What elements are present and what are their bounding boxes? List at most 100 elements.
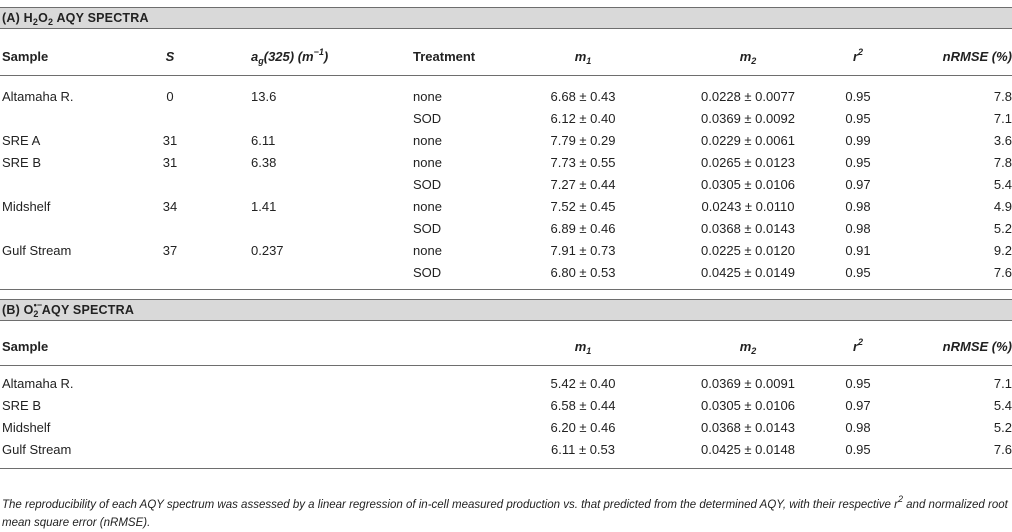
cell-m1: 6.20 ± 0.46 [550,420,616,435]
cell-treatment: SOD [413,177,442,192]
header-ag-rest: (325) (m [263,49,314,64]
header-b-m1: m1 [520,336,646,358]
cell-s: 31 [162,155,178,170]
header-b-r2-main: r [852,339,859,354]
header-ag-sub: g [258,56,264,66]
cell-r2: 0.95 [845,89,871,104]
cell-m1: 6.80 ± 0.53 [550,265,616,280]
cell-nrmse: 7.8 [993,155,1012,170]
footnote-text-1: The reproducibility of each AQY spectrum… [2,499,898,511]
cell-m2: 0.0369 ± 0.0091 [701,376,795,391]
cell-m2: 0.0228 ± 0.0077 [701,89,795,104]
cell-m2: 0.0243 ± 0.0110 [701,199,795,214]
cell-nrmse: 5.4 [993,398,1012,413]
section-a-header-row: Sample S ag(325) (m−1) Treatment m1 m2 r… [0,46,1012,68]
cell-sample: Altamaha R. [2,376,74,391]
header-m2-main: m [739,49,752,64]
cell-m2: 0.0265 ± 0.0123 [701,155,795,170]
table-row: Altamaha R. 0 13.6 none 6.68 ± 0.43 0.0228 ± … [0,86,1012,108]
header-r2-main: r [852,49,859,64]
cell-m2: 0.0305 ± 0.0106 [701,398,795,413]
cell-treatment: none [413,89,442,104]
cell-s: 37 [162,243,178,258]
cell-treatment: SOD [413,265,442,280]
footnote-sup: 2 [897,494,903,504]
cell-m1: 7.79 ± 0.29 [550,133,616,148]
cell-r2: 0.95 [845,376,871,391]
cell-ag325: 6.38 [251,155,277,170]
cell-sample: Gulf Stream [2,442,72,457]
table-row: SRE B 6.58 ± 0.44 0.0305 ± 0.0106 0.97 5.4 [0,395,1012,417]
table-row: Midshelf 34 1.41 none 7.52 ± 0.45 0.0243 ± 0.… [0,196,1012,218]
header-b-m1-main: m [574,339,587,354]
cell-m2: 0.0425 ± 0.0148 [701,442,795,457]
header-m1-sub: 1 [586,56,592,66]
header-sample: Sample [2,49,49,64]
cell-r2: 0.95 [845,265,871,280]
cell-nrmse: 7.1 [993,111,1012,126]
cell-nrmse: 5.2 [993,420,1012,435]
cell-nrmse: 7.6 [993,442,1012,457]
header-r2: r2 [838,46,878,68]
cell-ag325: 0.237 [251,243,284,258]
header-m1-main: m [574,49,587,64]
section-b-bottom-divider [0,468,1012,469]
cell-m1: 7.91 ± 0.73 [550,243,616,258]
section-a-title-mid: O [38,11,49,25]
header-b-r2-sup: 2 [858,337,864,347]
header-treatment: Treatment [413,49,476,64]
header-ag: ag(325) (m−1) [251,46,328,68]
header-divider [0,75,1012,76]
cell-ag325: 13.6 [251,89,277,104]
cell-r2: 0.95 [845,155,871,170]
cell-nrmse: 5.4 [993,177,1012,192]
cell-sample: Midshelf [2,420,51,435]
header-ag-main: a [251,49,259,64]
cell-nrmse: 9.2 [993,243,1012,258]
cell-nrmse: 5.2 [993,221,1012,236]
header-b-nrmse: nRMSE (%) [942,339,1012,354]
cell-m1: 6.11 ± 0.53 [551,442,615,457]
table-row: Gulf Stream 37 0.237 none 7.91 ± 0.73 0.0225 … [0,240,1012,262]
header-m1: m1 [520,46,646,68]
footnote-text-2: and normalized root mean square error (n… [2,499,1008,529]
cell-sample: SRE A [2,133,41,148]
section-a-bottom-divider [0,289,1012,290]
cell-treatment: none [413,243,442,258]
header-m2-sub: 2 [751,56,757,66]
table-row: SRE B 31 6.38 none 7.73 ± 0.55 0.0265 ± 0.012… [0,152,1012,174]
cell-sample: Altamaha R. [2,89,74,104]
cell-m1: 6.68 ± 0.43 [550,89,616,104]
section-a-title-text: (A) H [2,11,33,25]
header-b-m1-sub: 1 [586,346,592,356]
cell-r2: 0.99 [845,133,871,148]
cell-s: 31 [162,133,178,148]
cell-m2: 0.0368 ± 0.0143 [701,221,795,236]
header-b-m2-sub: 2 [751,346,757,356]
table-row: SOD 6.80 ± 0.53 0.0425 ± 0.0149 0.95 7.6 [0,262,1012,284]
section-a-title-sub2: 2 [48,17,54,27]
cell-r2: 0.98 [845,420,871,435]
table-row: Midshelf 6.20 ± 0.46 0.0368 ± 0.0143 0.98 5.… [0,417,1012,439]
header-ag-sup: −1 [313,47,324,57]
cell-ag325: 6.11 [251,133,276,148]
cell-m1: 7.27 ± 0.44 [550,177,616,192]
cell-sample: Midshelf [2,199,51,214]
cell-m1: 6.89 ± 0.46 [550,221,616,236]
cell-m1: 7.52 ± 0.45 [550,199,616,214]
table-row: SOD 6.89 ± 0.46 0.0368 ± 0.0143 0.98 5.2 [0,218,1012,240]
cell-treatment: none [413,133,442,148]
cell-r2: 0.98 [845,221,871,236]
section-b-title-sup: •− [33,300,43,310]
table-row: SOD 6.12 ± 0.40 0.0369 ± 0.0092 0.95 7.1 [0,108,1012,130]
cell-nrmse: 7.1 [993,376,1012,391]
table-row: Altamaha R. 5.42 ± 0.40 0.0369 ± 0.0091 0.9… [0,373,1012,395]
cell-m2: 0.0225 ± 0.0120 [701,243,795,258]
table-row: SRE A 31 6.11 none 7.79 ± 0.29 0.0229 ± 0.006… [0,130,1012,152]
cell-m1: 6.12 ± 0.40 [550,111,616,126]
header-ag-close: ) [323,49,329,64]
cell-nrmse: 4.9 [993,199,1012,214]
table-footnote: The reproducibility of each AQY spectrum… [2,494,1010,532]
cell-treatment: none [413,155,442,170]
cell-m2: 0.0368 ± 0.0143 [701,420,795,435]
